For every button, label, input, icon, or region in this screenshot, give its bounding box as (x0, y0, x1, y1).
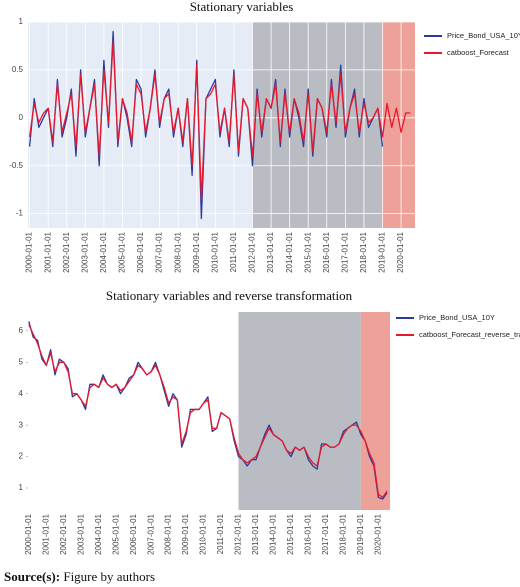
x-tick-label: 2014-01-01 (285, 231, 294, 272)
chart-title: Stationary variables and reverse transfo… (106, 288, 353, 303)
x-tick-label: 2002-01-01 (62, 231, 71, 272)
x-tick-label: 2003-01-01 (76, 513, 85, 554)
x-tick-label: 2015-01-01 (286, 513, 295, 554)
legend-label: Price_Bond_USA_10Y (419, 313, 495, 322)
y-tick-label: 5 (19, 357, 24, 366)
x-tick-label: 2012-01-01 (234, 513, 243, 554)
x-tick-label: 2017-01-01 (340, 231, 349, 272)
figure: 2000-01-01 2001-01-01 2002-01-01 2003-01-01… (9, 0, 520, 555)
y-tick-label: -0.5 (9, 161, 23, 170)
series-line (28, 324, 388, 499)
y-tick-label: 1 (19, 17, 24, 26)
y-tick-label: 2 (19, 452, 24, 461)
x-tick-label: 2020-01-01 (396, 231, 405, 272)
x-tick-label: 2006-01-01 (129, 513, 138, 554)
y-tick-label: 0 (19, 113, 24, 122)
x-tick-label: 2004-01-01 (99, 231, 108, 272)
caption: Source(s): Figure by authors (4, 569, 155, 585)
y-tick-label: 4 (19, 389, 24, 398)
period-band (380, 22, 415, 228)
x-tick-label: 2000-01-01 (24, 513, 33, 554)
y-tick-label: 3 (19, 420, 24, 429)
x-tick-label: 2000-01-01 (25, 231, 34, 272)
chart-title: Stationary variables (190, 0, 294, 14)
x-tick-label: 2020-01-01 (373, 513, 382, 554)
x-tick-label: 2016-01-01 (304, 513, 313, 554)
legend-label: Price_Bond_USA_10Y (447, 31, 520, 40)
series-line (28, 40, 411, 200)
x-tick-label: 2013-01-01 (251, 513, 260, 554)
x-tick-label: 2018-01-01 (359, 231, 368, 272)
x-tick-label: 2008-01-01 (173, 231, 182, 272)
x-tick-label: 2005-01-01 (111, 513, 120, 554)
period-band (238, 312, 361, 510)
x-tick-label: 2007-01-01 (146, 513, 155, 554)
x-tick-label: 2019-01-01 (356, 513, 365, 554)
x-tick-label: 2015-01-01 (303, 231, 312, 272)
x-tick-label: 2011-01-01 (216, 513, 225, 554)
x-tick-label: 2016-01-01 (322, 231, 331, 272)
x-tick-label: 2010-01-01 (210, 231, 219, 272)
x-tick-label: 2006-01-01 (136, 231, 145, 272)
y-tick-label: 0.5 (12, 65, 24, 74)
x-tick-label: 2001-01-01 (41, 513, 50, 554)
caption-text: Figure by authors (63, 569, 156, 584)
x-tick-label: 2009-01-01 (181, 513, 190, 554)
x-tick-label: 2019-01-01 (378, 231, 387, 272)
x-tick-label: 2007-01-01 (155, 231, 164, 272)
caption-label: Source(s): (4, 569, 61, 584)
y-tick-label: 1 (19, 483, 24, 492)
x-tick-label: 2018-01-01 (339, 513, 348, 554)
x-tick-label: 2002-01-01 (59, 513, 68, 554)
x-tick-label: 2003-01-01 (80, 231, 89, 272)
y-tick-label: 6 (19, 326, 24, 335)
legend-label: catboost_Forecast (447, 48, 510, 57)
x-tick-label: 2012-01-01 (248, 231, 257, 272)
x-tick-label: 2008-01-01 (164, 513, 173, 554)
y-tick-label: -1 (16, 209, 24, 218)
x-tick-label: 2014-01-01 (269, 513, 278, 554)
x-tick-label: 2010-01-01 (199, 513, 208, 554)
period-band (252, 22, 381, 228)
x-tick-label: 2004-01-01 (94, 513, 103, 554)
x-tick-label: 2013-01-01 (266, 231, 275, 272)
x-tick-label: 2011-01-01 (229, 231, 238, 272)
legend-label: catboost_Forecast_reverse_trans (419, 330, 520, 339)
x-tick-label: 2005-01-01 (118, 231, 127, 272)
x-tick-label: 2001-01-01 (43, 231, 52, 272)
x-tick-label: 2017-01-01 (321, 513, 330, 554)
x-tick-label: 2009-01-01 (192, 231, 201, 272)
